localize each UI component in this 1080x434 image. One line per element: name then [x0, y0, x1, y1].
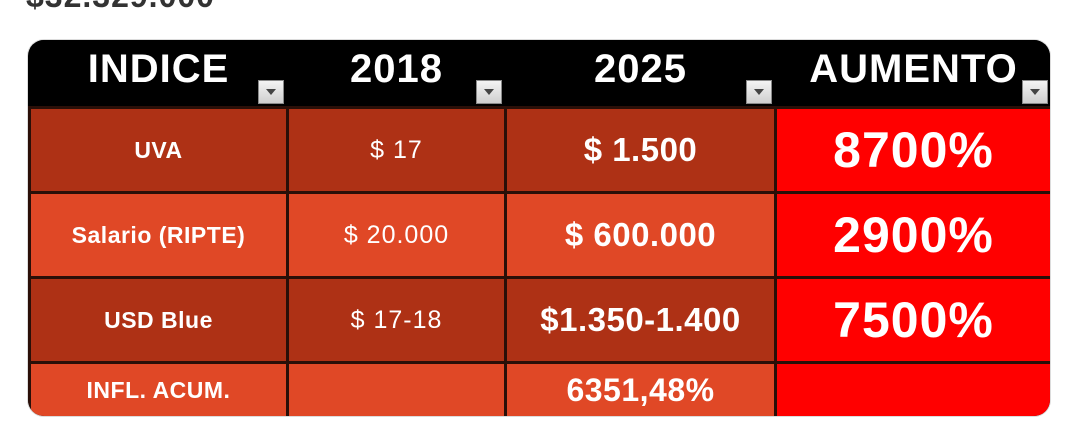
cell-text: $ 17-18 [350, 305, 443, 334]
filter-dropdown-icon[interactable] [475, 80, 502, 104]
data-table-card: INDICE 2018 2025 [28, 40, 1050, 416]
header-row: INDICE 2018 2025 [29, 40, 1050, 108]
table-row: Salario (RIPTE) $ 20.000 $ 600.000 2900% [28, 191, 1050, 279]
cell-text: UVA [134, 136, 183, 163]
cell-2025[interactable]: $1.350-1.400 [504, 276, 777, 364]
header-2025-label: 2025 [594, 46, 687, 91]
header-2018: 2018 [287, 40, 506, 108]
cell-2025[interactable]: $ 600.000 [504, 191, 777, 279]
cell-2018[interactable]: $ 17 [286, 106, 507, 194]
header-aumento: AUMENTO [775, 40, 1050, 108]
table-row: USD Blue $ 17-18 $1.350-1.400 7500% [28, 276, 1050, 364]
header-2018-label: 2018 [350, 46, 443, 91]
filter-dropdown-icon[interactable] [257, 80, 284, 104]
cell-2025[interactable]: 6351,48% [504, 361, 777, 416]
cell-text: Salario (RIPTE) [71, 221, 246, 248]
cell-aumento[interactable]: 8700% [774, 106, 1050, 194]
cell-aumento[interactable]: 7500% [774, 276, 1050, 364]
cell-text: USD Blue [104, 306, 213, 333]
header-indice-label: INDICE [87, 46, 230, 91]
increase-table: INDICE 2018 2025 [28, 40, 1050, 416]
cell-text: 8700% [833, 122, 994, 178]
cutoff-top-text: $32.329.000 [26, 0, 215, 15]
cell-aumento[interactable]: 2900% [774, 191, 1050, 279]
cell-text: 7500% [833, 292, 994, 348]
cell-indice[interactable]: UVA [28, 106, 289, 194]
cell-indice[interactable]: INFL. ACUM. [28, 361, 289, 416]
table-row: UVA $ 17 $ 1.500 8700% [28, 106, 1050, 194]
cell-text: 2900% [833, 207, 994, 263]
cell-text: $ 1.500 [583, 131, 698, 168]
cell-2018[interactable] [286, 361, 507, 416]
cell-indice[interactable]: USD Blue [28, 276, 289, 364]
cell-aumento[interactable] [774, 361, 1050, 416]
cell-text: $ 20.000 [343, 220, 450, 249]
cell-text: 6351,48% [566, 371, 715, 408]
filter-dropdown-icon[interactable] [745, 80, 772, 104]
cell-text: INFL. ACUM. [86, 376, 231, 403]
header-aumento-label: AUMENTO [809, 46, 1018, 91]
cell-2018[interactable]: $ 20.000 [286, 191, 507, 279]
filter-dropdown-icon[interactable] [1021, 80, 1048, 104]
cell-text: $ 600.000 [564, 216, 717, 253]
cell-2018[interactable]: $ 17-18 [286, 276, 507, 364]
table-row: INFL. ACUM. 6351,48% [28, 361, 1050, 416]
cell-indice[interactable]: Salario (RIPTE) [28, 191, 289, 279]
header-2025: 2025 [505, 40, 776, 108]
header-indice: INDICE [29, 40, 288, 108]
cell-2025[interactable]: $ 1.500 [504, 106, 777, 194]
cell-text: $1.350-1.400 [540, 301, 741, 338]
cell-text: $ 17 [370, 135, 423, 164]
